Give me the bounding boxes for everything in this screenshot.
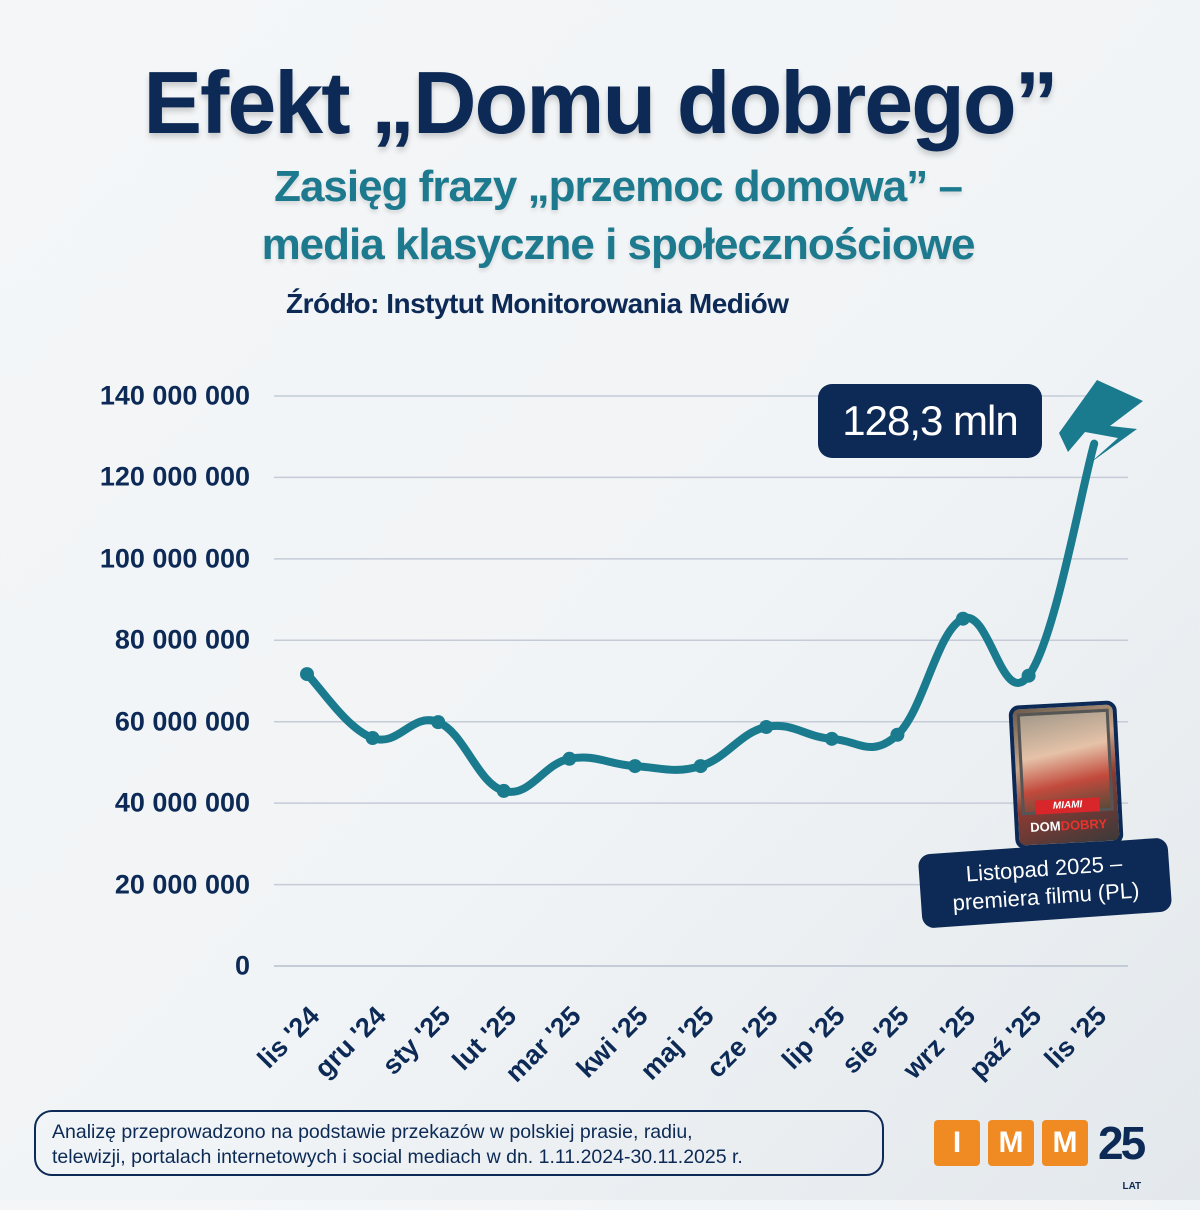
- data-point: [1021, 668, 1036, 683]
- subtitle-line-1: Zasięg frazy „przemoc domowa” –: [274, 162, 963, 211]
- data-point: [628, 759, 642, 774]
- y-tick-label: 0: [234, 950, 250, 981]
- data-point: [300, 667, 314, 682]
- poster-title-part2: DOBRY: [1060, 815, 1108, 834]
- logo-letter-m2: M: [1042, 1120, 1088, 1166]
- y-tick-label: 20 000 000: [114, 869, 250, 900]
- poster-title: DOMDOBRY: [1018, 815, 1119, 835]
- y-tick-label: 140 000 000: [99, 380, 250, 411]
- data-line: [303, 439, 1099, 796]
- page-title: Efekt „Domu dobrego”: [143, 53, 1058, 152]
- data-point: [956, 611, 970, 626]
- logo-letter-i: I: [934, 1120, 980, 1166]
- peak-value-callout: 128,3 mln: [818, 384, 1042, 458]
- methodology-note-line1: Analizę przeprowadzono na podstawie prze…: [52, 1121, 693, 1143]
- data-point: [365, 731, 380, 745]
- data-points: [300, 611, 1036, 798]
- film-poster: MIAMI DOMDOBRY: [1008, 700, 1124, 850]
- methodology-note: Analizę przeprowadzono na podstawie prze…: [34, 1110, 884, 1176]
- data-point: [562, 751, 577, 766]
- y-tick-label: 100 000 000: [99, 543, 250, 574]
- data-point: [431, 715, 446, 730]
- y-tick-label: 60 000 000: [114, 706, 250, 737]
- data-point: [693, 759, 708, 774]
- imm-logo: I M M 25 LAT: [934, 1117, 1146, 1192]
- logo-anniversary: 25 LAT: [1098, 1117, 1146, 1192]
- logo-anniversary-number: 25: [1098, 1117, 1146, 1169]
- data-point: [890, 727, 905, 742]
- logo-letter-m1: M: [988, 1120, 1034, 1166]
- logo-anniversary-sub: LAT: [1122, 1181, 1142, 1192]
- poster-badge: MIAMI: [1035, 797, 1100, 815]
- data-point: [759, 720, 774, 735]
- subtitle-line-2: media klasyczne i społecznościowe: [261, 220, 976, 269]
- source-label: Źródło: Instytut Monitorowania Mediów: [286, 288, 789, 319]
- y-tick-label: 80 000 000: [114, 624, 250, 655]
- y-tick-label: 120 000 000: [99, 461, 250, 492]
- poster-title-part1: DOM: [1029, 818, 1061, 835]
- lightning-bolt-icon: [1059, 380, 1143, 463]
- data-point: [824, 731, 839, 746]
- methodology-note-line2: telewizji, portalach internetowych i soc…: [52, 1146, 743, 1168]
- y-tick-label: 40 000 000: [114, 787, 250, 818]
- data-point: [496, 783, 511, 798]
